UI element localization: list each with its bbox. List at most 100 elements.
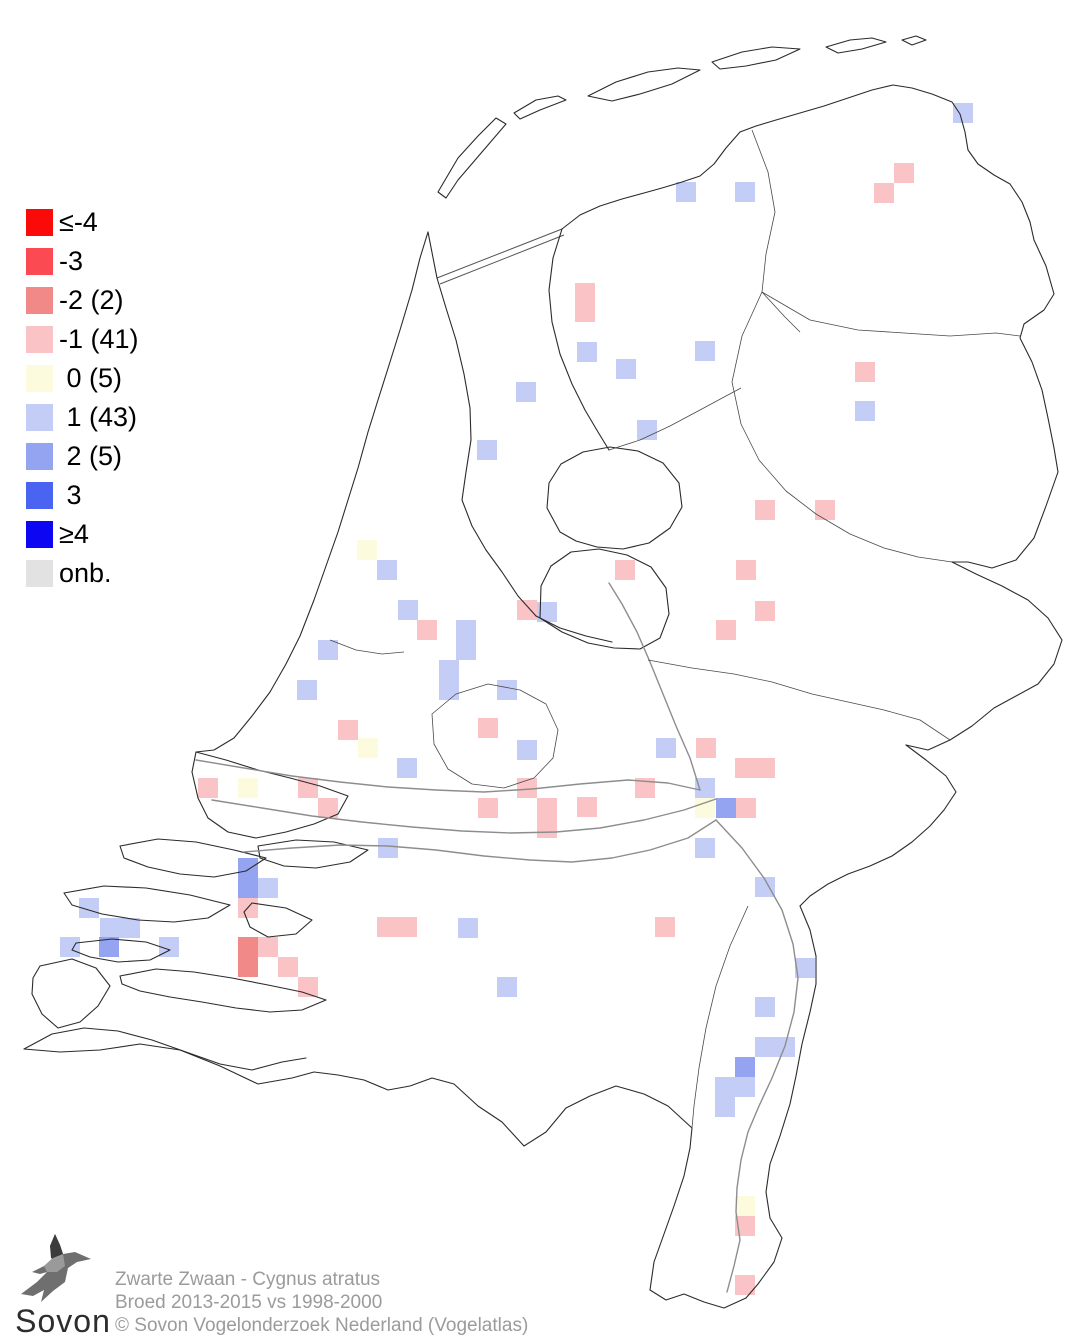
map-square [258,878,278,898]
map-square [198,778,218,798]
legend-item: 1 (43) [26,398,139,437]
map-square [238,858,258,878]
ijsselmeer-flevoland [436,228,683,650]
map-square [735,182,755,202]
map-square [615,560,635,580]
map-square [378,838,398,858]
caption-copyright: © Sovon Vogelonderzoek Nederland (Vogela… [115,1315,529,1336]
map-square [577,342,597,362]
map-square [357,540,377,560]
map-square [656,738,676,758]
map-square [439,680,459,700]
map-square [575,302,595,322]
rivers [195,582,799,1293]
map-square [635,778,655,798]
map-square [637,420,657,440]
map-square [695,798,715,818]
map-square [397,917,417,937]
map-square [695,778,715,798]
map-square [735,1275,755,1295]
map-square [456,640,476,660]
map-square [517,778,537,798]
province-borders [329,129,1021,1129]
caption-period: Broed 2013-2015 vs 1998-2000 [115,1292,383,1313]
map-square [716,620,736,640]
legend-swatch [26,404,53,431]
map-square [517,600,537,620]
map-square [497,977,517,997]
map-square [238,957,258,977]
map-square [755,500,775,520]
sovon-logo: Sovon [8,1232,118,1340]
map-square [676,182,696,202]
map-square [953,103,973,123]
map-square [735,758,755,778]
legend-item: -1 (41) [26,320,139,359]
map-square [855,401,875,421]
legend-swatch [26,287,53,314]
legend-swatch [26,248,53,275]
legend-label: onb. [59,558,112,588]
map-square [736,560,756,580]
legend-swatch [26,443,53,470]
map-square [338,720,358,740]
map-square [377,560,397,580]
map-square [537,602,557,622]
legend-item: ≥4 [26,515,139,554]
map-square [497,680,517,700]
map-square [695,341,715,361]
map-square [79,898,99,918]
map-square [715,1077,735,1097]
map-square [439,660,459,680]
map-square [735,1196,755,1216]
map-square [894,163,914,183]
legend-item: -2 (2) [26,281,139,320]
map-square [815,500,835,520]
map-square [516,382,536,402]
map-square [735,1077,755,1097]
legend-label: -1 (41) [59,324,139,354]
map-square [397,758,417,778]
map-square [715,1097,735,1117]
map-square [735,1057,755,1077]
legend-label: 2 (5) [59,441,123,471]
map-square [575,283,595,303]
map-square [795,958,815,978]
map-square [377,917,397,937]
map-square [60,937,80,957]
map-square [755,997,775,1017]
map-square [755,877,775,897]
map-square [537,798,557,818]
wadden-islands [437,35,927,199]
map-square [755,758,775,778]
map-square [120,918,140,938]
map-square [696,738,716,758]
legend-swatch [26,209,53,236]
legend-swatch [26,365,53,392]
map-square [736,798,756,818]
map-square [477,440,497,460]
map-square [458,918,478,938]
mainland-coast [195,84,1063,1309]
delta-islands [23,751,369,1085]
map-square [655,917,675,937]
map-square [99,937,119,957]
caption: Zwarte Zwaan - Cygnus atratus Broed 2013… [115,1270,528,1339]
map-square [456,620,476,640]
map-square [735,1216,755,1236]
map-square [297,680,317,700]
map-square [616,359,636,379]
afsluitdijk [436,228,565,285]
legend: ≤-4 -3 -2 (2) -1 (41) 0 (5) 1 (43) 2 (5) 3 ≥… [26,203,139,593]
map-square [874,183,894,203]
legend-swatch [26,482,53,509]
legend-label: -2 (2) [59,285,124,315]
legend-item: 3 [26,476,139,515]
map-square [517,740,537,760]
map-square [238,937,258,957]
map-square [478,718,498,738]
caption-species: Zwarte Zwaan - Cygnus atratus [115,1269,381,1290]
legend-label: ≥4 [59,519,89,549]
